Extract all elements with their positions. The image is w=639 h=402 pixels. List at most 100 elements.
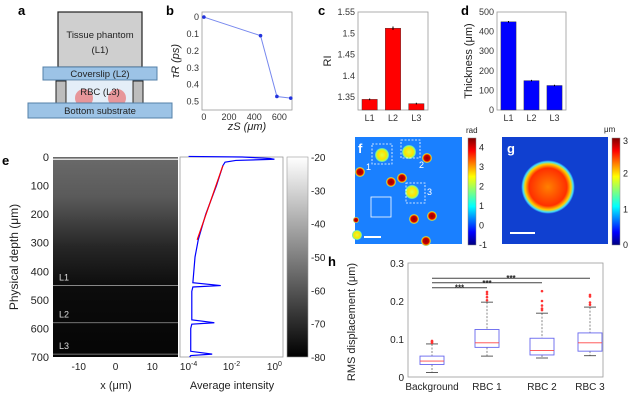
colorbar-tick-label: -80 bbox=[311, 353, 326, 364]
panel-label-d: d bbox=[461, 3, 469, 18]
colorbar-tick-label: -70 bbox=[311, 320, 326, 331]
rbc-cell-zoom bbox=[521, 160, 575, 214]
y-axis-label: Thickness (μm) bbox=[463, 23, 475, 98]
x-tick-label: L2 bbox=[388, 113, 398, 123]
y-tick-label: 0.5 bbox=[186, 97, 199, 107]
bar bbox=[361, 99, 378, 111]
y-tick-label: 200 bbox=[31, 209, 49, 221]
plot-h-frame bbox=[407, 262, 604, 378]
schematic: Tissue phantom (L1) Coverslip (L2) RBC (… bbox=[27, 11, 173, 119]
box bbox=[577, 332, 603, 352]
significance-label: *** bbox=[506, 274, 516, 283]
x-tick-label: L3 bbox=[549, 113, 559, 123]
panel-label-c: c bbox=[318, 3, 325, 18]
spacer-left bbox=[55, 80, 67, 104]
outlier-point bbox=[540, 304, 544, 307]
y-tick-label: 1.55 bbox=[337, 7, 355, 17]
colorbar-unit: rad bbox=[466, 126, 478, 135]
y-tick-label: 700 bbox=[31, 352, 49, 364]
tissue-phantom-layer bbox=[57, 11, 143, 68]
series-line bbox=[203, 16, 291, 99]
panel-label-e: e bbox=[2, 153, 9, 168]
outlier-point bbox=[485, 298, 489, 302]
y-tick-label: 500 bbox=[31, 295, 49, 307]
colorbar-g bbox=[611, 137, 621, 246]
outlier-point bbox=[485, 292, 489, 296]
box bbox=[474, 329, 500, 348]
x-tick-label: RBC 2 bbox=[527, 382, 557, 393]
x-axis-label: zS (μm) bbox=[227, 121, 267, 133]
rbc-cell bbox=[409, 214, 419, 224]
y-axis-label: RI bbox=[322, 56, 334, 67]
y-tick-label: 0.1 bbox=[186, 29, 199, 39]
y-axis-label: Physical depth (μm) bbox=[7, 204, 21, 310]
colorbar-tick-label: -1 bbox=[479, 240, 487, 250]
coverslip-layer bbox=[42, 66, 158, 81]
y-tick-label: 0.1 bbox=[390, 335, 404, 346]
x-tick-label: 0 bbox=[201, 112, 206, 122]
outlier-point bbox=[430, 339, 434, 343]
colorbar-tick-label: -50 bbox=[311, 253, 326, 264]
rbc-cell bbox=[427, 211, 437, 221]
box bbox=[419, 355, 445, 365]
y-tick-label: 0 bbox=[489, 105, 494, 115]
data-point bbox=[288, 96, 293, 100]
bar bbox=[408, 103, 425, 111]
colorbar-tick-label: 2 bbox=[623, 169, 628, 179]
box bbox=[529, 337, 555, 356]
x-tick-label: Background bbox=[405, 382, 458, 393]
y-axis-label: RMS displacement (μm) bbox=[346, 263, 358, 381]
x-tick-label: 10-2 bbox=[223, 361, 240, 373]
outlier-point bbox=[540, 307, 544, 310]
rbc-cell bbox=[397, 173, 407, 183]
roi-box bbox=[405, 182, 426, 204]
rbc-cell bbox=[375, 148, 389, 162]
data-point bbox=[258, 33, 263, 38]
bar bbox=[523, 80, 540, 111]
colorbar-tick-label: -60 bbox=[311, 286, 326, 297]
x-tick-label: L3 bbox=[411, 113, 421, 123]
rbc-cell bbox=[405, 185, 419, 199]
x-tick-label: -10 bbox=[72, 362, 87, 373]
outlier-point bbox=[588, 293, 592, 297]
x-tick-label: 10 bbox=[147, 362, 159, 373]
background-roi-box bbox=[370, 196, 392, 218]
x-tick-label: 400 bbox=[247, 112, 262, 122]
fit-line bbox=[196, 165, 224, 241]
y-tick-label: 600 bbox=[31, 323, 49, 335]
substrate-label: Bottom substrate bbox=[64, 106, 136, 117]
panel-label-a: a bbox=[18, 3, 26, 18]
bar bbox=[500, 21, 517, 111]
colorbar-tick-label: -20 bbox=[311, 153, 326, 164]
roi-label: 1 bbox=[366, 162, 371, 172]
x-tick-label: RBC 1 bbox=[472, 382, 502, 393]
x-tick-label: L1 bbox=[365, 113, 375, 123]
outlier-point bbox=[540, 289, 544, 293]
rbc-cell bbox=[421, 236, 431, 246]
y-tick-label: 300 bbox=[31, 238, 49, 250]
y-tick-label: 0.2 bbox=[390, 297, 404, 308]
x-tick-label: 10-4 bbox=[180, 361, 197, 373]
y-tick-label: 0 bbox=[398, 373, 404, 384]
y-tick-label: 0.3 bbox=[186, 63, 199, 73]
colorbar-tick-label: 3 bbox=[623, 136, 628, 146]
rbc-cell bbox=[353, 217, 359, 223]
roi-box bbox=[400, 139, 421, 159]
coverslip-label: Coverslip (L2) bbox=[70, 69, 129, 80]
y-tick-label: 0.2 bbox=[186, 46, 199, 56]
rbc-cell bbox=[422, 153, 432, 163]
data-point bbox=[275, 94, 279, 99]
colorbar-tick-label: 0 bbox=[479, 221, 484, 231]
x-tick-label: 0 bbox=[113, 362, 119, 373]
x-tick-label: L2 bbox=[526, 113, 536, 123]
y-tick-label: 0.3 bbox=[390, 259, 404, 270]
outlier-point bbox=[485, 295, 489, 299]
outlier-point bbox=[485, 290, 489, 294]
significance-label: *** bbox=[455, 284, 465, 293]
colorbar-unit: μm bbox=[604, 125, 616, 134]
y-tick-label: 1.4 bbox=[342, 71, 355, 81]
y-tick-label: 1.35 bbox=[337, 92, 355, 102]
rbc-cell bbox=[355, 167, 365, 177]
colorbar-tick-label: 1 bbox=[623, 204, 628, 214]
